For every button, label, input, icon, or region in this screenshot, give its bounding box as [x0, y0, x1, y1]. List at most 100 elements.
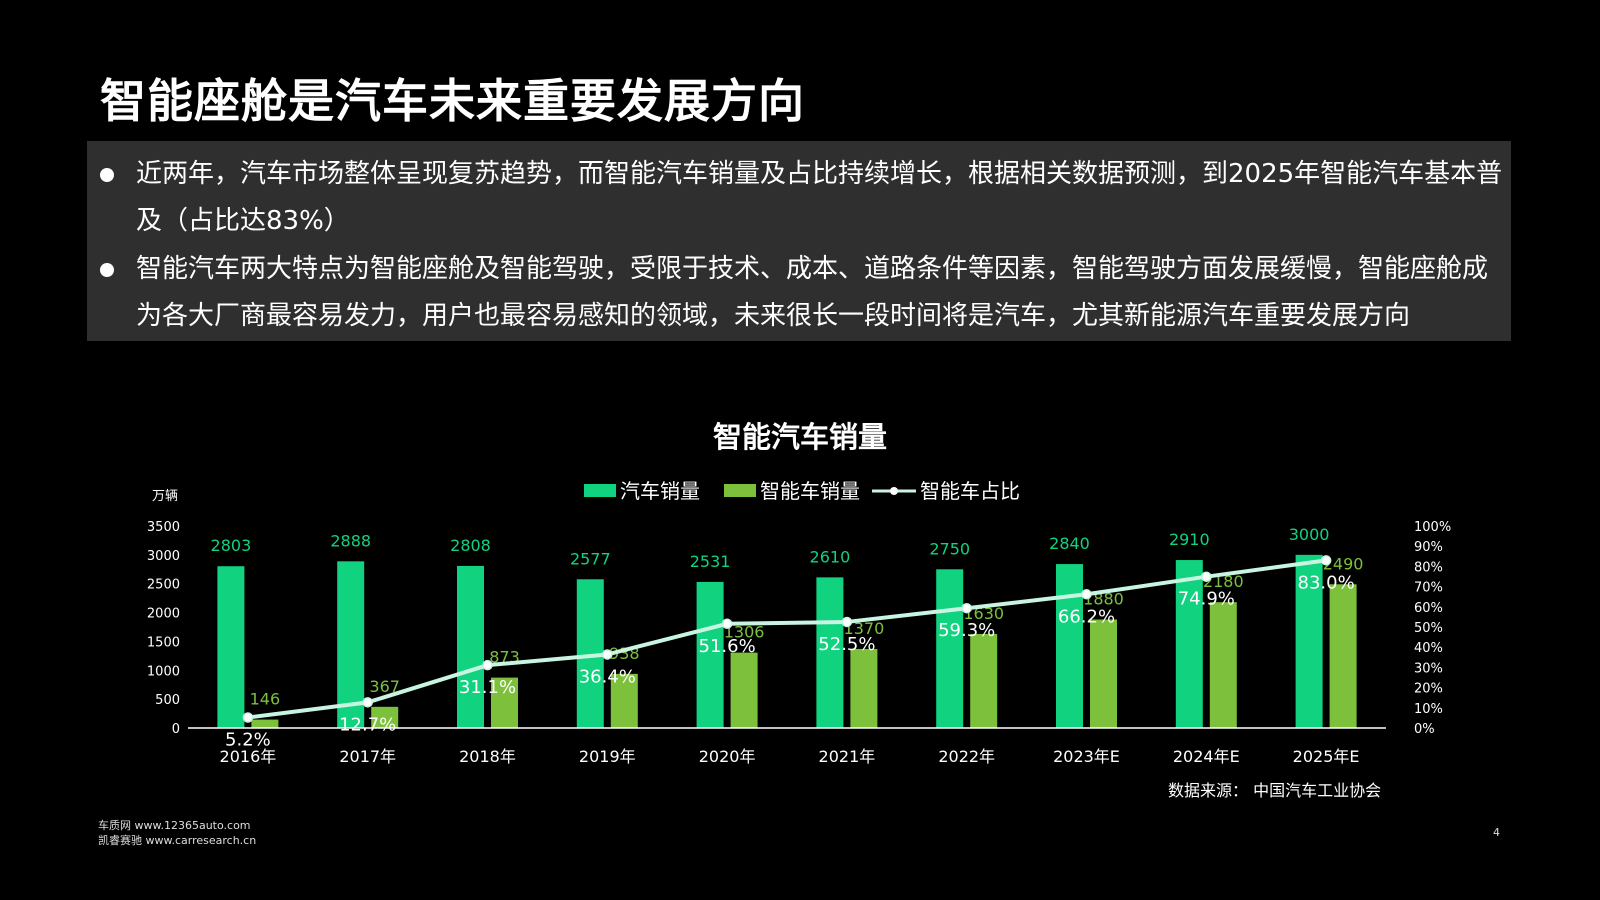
bar-smart-sales [1329, 584, 1357, 728]
x-axis-tick-label: 2022年 [938, 747, 995, 766]
ratio-data-label: 36.4% [579, 666, 636, 687]
bar-smart-sales [1090, 619, 1117, 728]
bar-total-sales [1056, 564, 1083, 728]
data-label-total-sales: 2577 [570, 549, 611, 568]
y-axis-tick-label: 500 [155, 693, 180, 708]
bar-smart-sales [850, 648, 878, 728]
data-label-total-sales: 2910 [1169, 530, 1210, 549]
data-label-smart-sales: 2490 [1323, 554, 1364, 573]
bar-smart-sales [491, 677, 518, 728]
y2-axis-tick-label: 60% [1414, 601, 1443, 616]
x-axis-tick-label: 2020年 [699, 747, 756, 766]
footer-line: 车质网 www.12365auto.com [98, 819, 251, 832]
legend-swatch [724, 484, 756, 497]
y2-axis-tick-label: 30% [1414, 661, 1443, 676]
ratio-point [362, 697, 373, 708]
ratio-point [1081, 589, 1092, 600]
source-note: 数据来源： 中国汽车工业协会 [1168, 781, 1381, 800]
bar-total-sales [816, 577, 844, 728]
data-label-total-sales: 2531 [690, 552, 731, 571]
y-axis-tick-label: 3000 [147, 549, 180, 564]
y-axis-tick-label: 2000 [147, 607, 180, 622]
bar-smart-sales [251, 719, 279, 728]
y2-axis-tick-label: 90% [1414, 540, 1443, 555]
ratio-point [482, 659, 493, 671]
bullet-dot-icon [100, 263, 114, 277]
legend-swatch [584, 484, 616, 497]
ratio-data-label: 12.7% [339, 714, 396, 735]
ratio-point [1201, 571, 1212, 582]
x-axis-tick-label: 2019年 [579, 747, 636, 766]
x-axis-tick-label: 2021年 [819, 747, 876, 766]
x-axis-tick-label: 2025年E [1293, 747, 1360, 766]
y-axis-tick-label: 2500 [147, 578, 180, 593]
x-axis-tick-label: 2016年 [220, 747, 277, 766]
ratio-data-label: 5.2% [225, 729, 271, 750]
legend-label: 汽车销量 [620, 479, 700, 503]
ratio-point [721, 618, 733, 630]
data-label-total-sales: 2803 [211, 536, 252, 555]
bar-total-sales [936, 569, 964, 728]
y-axis-tick-label: 0 [172, 722, 180, 737]
bar-total-sales [1295, 554, 1323, 728]
y2-axis-tick-label: 80% [1414, 560, 1443, 575]
bar-smart-sales [730, 652, 758, 728]
bullet-text: 近两年，汽车市场整体呈现复苏趋势，而智能汽车销量及占比持续增长，根据相关数据预测… [136, 159, 1503, 236]
y2-axis-tick-label: 10% [1414, 702, 1443, 717]
bar-total-sales [457, 565, 484, 728]
data-label-total-sales: 3000 [1289, 525, 1330, 544]
ratio-data-label: 31.1% [459, 677, 516, 698]
bar-smart-sales [371, 706, 399, 728]
ratio-data-label: 66.2% [1058, 606, 1115, 627]
y2-axis-tick-label: 50% [1414, 621, 1443, 636]
bar-smart-sales [970, 633, 998, 728]
y-axis-tick-label: 1000 [147, 664, 180, 679]
legend-label: 智能车占比 [920, 479, 1020, 503]
bar-total-sales [696, 581, 724, 728]
data-label-smart-sales: 146 [250, 690, 281, 709]
summary-box: 近两年，汽车市场整体呈现复苏趋势，而智能汽车销量及占比持续增长，根据相关数据预测… [87, 141, 1511, 341]
x-axis-tick-label: 2023年E [1053, 747, 1120, 766]
bullet-dot-icon [100, 168, 114, 182]
footer-line: 凯睿赛驰 www.carresearch.cn [98, 834, 257, 847]
y2-axis-tick-label: 40% [1414, 641, 1443, 656]
data-label-total-sales: 2888 [330, 531, 371, 550]
legend-marker [890, 487, 898, 495]
chart-title: 智能汽车销量 [713, 420, 887, 454]
bar-smart-sales [1209, 602, 1237, 728]
page-title: 智能座舱是汽车未来重要发展方向 [100, 74, 805, 128]
data-label-smart-sales: 1370 [844, 619, 885, 638]
ratio-data-label: 74.9% [1178, 589, 1235, 610]
data-label-total-sales: 2610 [810, 547, 851, 566]
ratio-line [247, 558, 1327, 720]
ratio-point [1320, 555, 1332, 566]
ratio-data-label: 51.6% [699, 636, 756, 657]
bar-total-sales [337, 561, 365, 728]
bar-total-sales [217, 566, 245, 728]
bullet-text: 智能汽车两大特点为智能座舱及智能驾驶，受限于技术、成本、道路条件等因素，智能驾驶… [136, 254, 1489, 331]
ratio-point [961, 602, 972, 614]
legend-label: 智能车销量 [760, 479, 860, 503]
ratio-data-label: 83.0% [1298, 572, 1355, 593]
data-label-total-sales: 2750 [929, 539, 970, 558]
y2-axis-tick-label: 0% [1414, 722, 1435, 737]
data-label-smart-sales: 1306 [724, 623, 765, 642]
y-axis-tick-label: 1500 [147, 635, 180, 650]
bar-smart-sales [610, 673, 638, 728]
page-number: 4 [1493, 826, 1500, 839]
y2-axis-tick-label: 70% [1414, 581, 1443, 596]
bar-total-sales [1175, 560, 1203, 728]
x-axis-tick-label: 2018年 [459, 747, 516, 766]
ratio-point [841, 616, 853, 628]
ratio-data-label: 52.5% [818, 634, 875, 655]
ratio-point [242, 712, 254, 723]
y-axis-unit: 万辆 [152, 489, 178, 504]
ratio-data-label: 59.3% [938, 620, 995, 641]
ratio-point [602, 649, 613, 660]
data-label-total-sales: 2808 [450, 536, 491, 555]
y2-axis-tick-label: 100% [1414, 520, 1451, 535]
footer: 车质网 www.12365auto.com 凯睿赛驰 www.carresear… [98, 818, 256, 848]
data-label-smart-sales: 367 [369, 677, 400, 696]
